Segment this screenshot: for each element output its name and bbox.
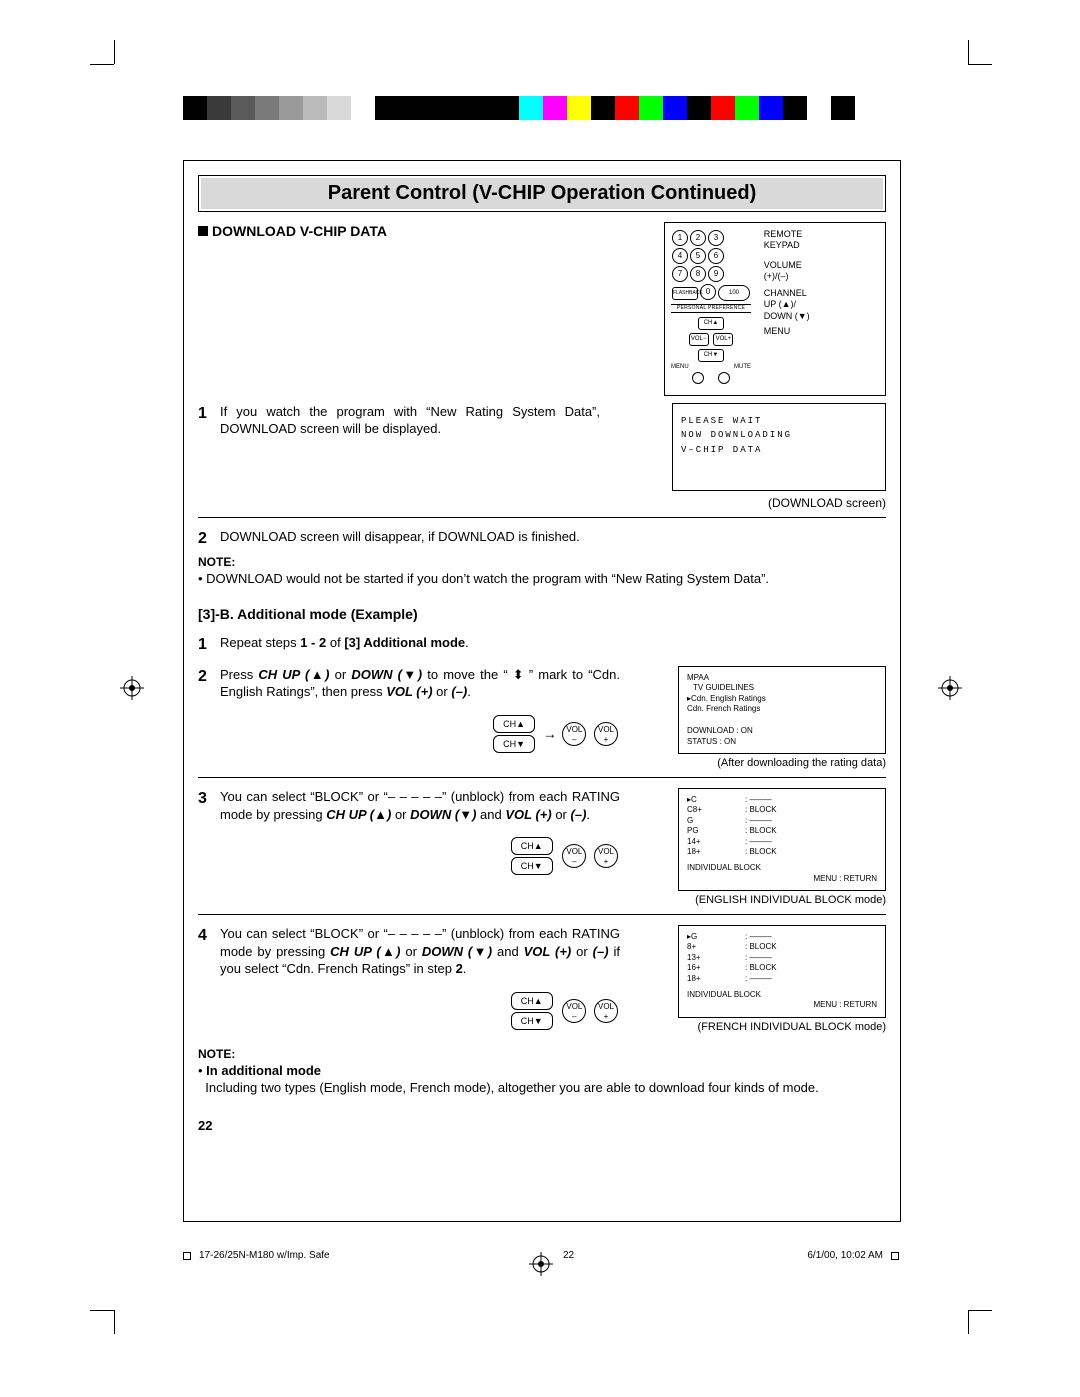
color-calibration-bar [183, 96, 855, 120]
manual-page: Parent Control (V-CHIP Operation Continu… [183, 160, 901, 1222]
ch-up-button-icon: CH▲ [493, 715, 535, 733]
vol-minus-button-icon: VOL– [562, 722, 586, 746]
registration-mark-left [120, 676, 144, 700]
step-1: 1 If you watch the program with “New Rat… [198, 403, 886, 511]
note-1-head: NOTE: [198, 554, 886, 570]
osd-french-block: ▸G8+13+16+18+: –––––: BLOCK: –––––: BLOC… [678, 925, 886, 1018]
section-3b-head: [3]-B. Additional mode (Example) [198, 605, 886, 624]
download-screen-osd: PLEASE WAIT NOW DOWNLOADING V–CHIP DATA [672, 403, 886, 491]
vol-plus-button-icon: VOL+ [594, 722, 618, 746]
step-2: 2 DOWNLOAD screen will disappear, if DOW… [198, 528, 886, 550]
crop-mark-tl [90, 40, 114, 64]
note-2-head: NOTE: [198, 1046, 886, 1062]
crop-mark-tr [968, 40, 992, 64]
registration-mark-right [938, 676, 962, 700]
page-number: 22 [198, 1117, 886, 1135]
step-3: 3 You can select “BLOCK” or “– – – – –” … [198, 788, 886, 908]
crop-mark-br [968, 1310, 992, 1334]
page-title: Parent Control (V-CHIP Operation Continu… [201, 178, 883, 209]
remote-diagram: 123 456 789 FLASHBACK0100 PERSONAL PREFE… [664, 222, 886, 396]
note-2-body: • In additional mode Including two types… [198, 1062, 886, 1097]
note-1-body: • DOWNLOAD would not be started if you d… [198, 570, 886, 588]
osd-after-download: MPAA TV GUIDELINES ▸Cdn. English Ratings… [678, 666, 886, 754]
osd-english-block: ▸CC8+GPG14+18+: –––––: BLOCK: –––––: BLO… [678, 788, 886, 891]
crop-mark-bl [90, 1310, 114, 1334]
step-4: 4 You can select “BLOCK” or “– – – – –” … [198, 925, 886, 1038]
step-3b-2: 2 Press CH UP (▲) or DOWN (▼) to move th… [198, 666, 886, 771]
step-3b-1: 1 Repeat steps 1 - 2 of [3] Additional m… [198, 634, 886, 656]
footer: 17-26/25N-M180 w/Imp. Safe 22 6/1/00, 10… [183, 1250, 899, 1261]
page-title-bar: Parent Control (V-CHIP Operation Continu… [198, 175, 886, 212]
ch-down-button-icon: CH▼ [493, 735, 535, 753]
